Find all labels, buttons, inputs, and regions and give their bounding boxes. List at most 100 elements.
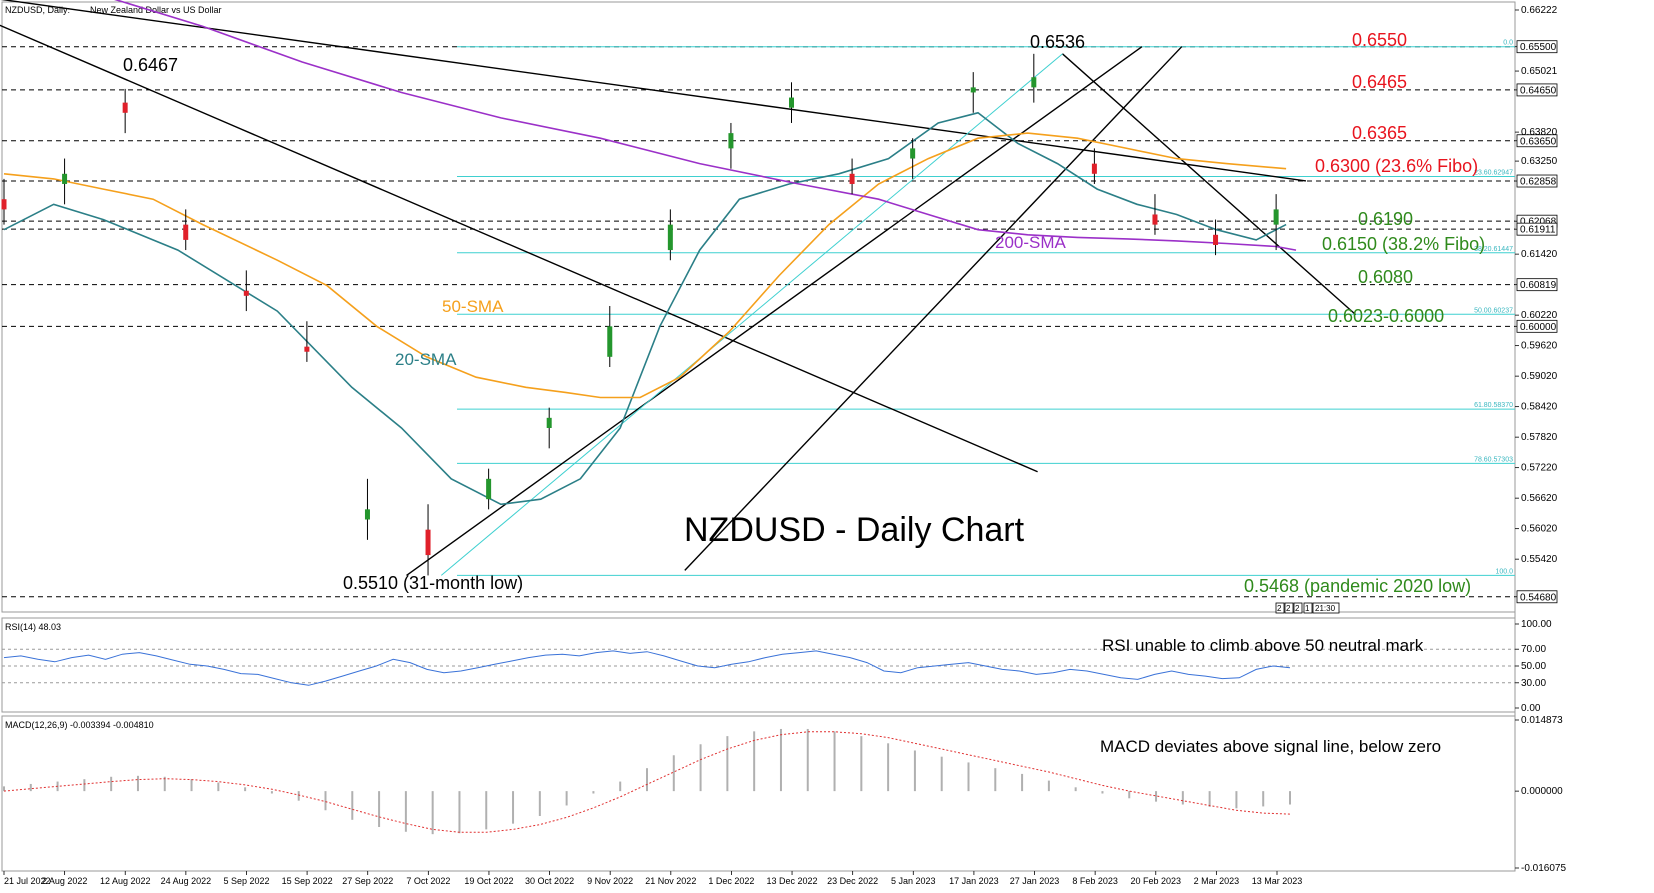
- 20-sma-line: [3, 111, 1287, 506]
- rsi-line: [3, 650, 1291, 686]
- price-tick-label: 0.57220: [1521, 463, 1558, 474]
- time-tick-label: 12 Aug 2022: [100, 876, 151, 886]
- trend-line: [684, 46, 1183, 571]
- trend-line: [0, 0, 1307, 182]
- moving-averages: [3, 0, 1297, 506]
- time-mark: 2: [1277, 604, 1282, 613]
- 50-sma-line: [3, 132, 1287, 399]
- trend-line: [1061, 53, 1357, 316]
- price-tag-box: [1516, 134, 1558, 148]
- candle-body: [1273, 209, 1279, 225]
- time-tick-label: 13 Dec 2022: [767, 876, 818, 886]
- candle-body: [728, 133, 734, 149]
- time-tick-label: 17 Jan 2023: [949, 876, 999, 886]
- price-tick-label: 0.66222: [1521, 5, 1558, 16]
- trend-line: [0, 24, 1038, 473]
- time-mark: 1: [1305, 604, 1310, 613]
- time-tick-label: 30 Oct 2022: [525, 876, 574, 886]
- candle-body: [1152, 214, 1158, 225]
- time-tick-label: 21 Jul 2022: [4, 876, 51, 886]
- label-res-0550: 0.6550: [1352, 30, 1407, 50]
- rsi-tick-label: 30.00: [1521, 678, 1546, 689]
- candle-body: [607, 326, 613, 357]
- candle-body: [970, 87, 976, 93]
- 200-sma-line: [114, 0, 1297, 251]
- candle-body: [425, 529, 431, 556]
- fibo-level-label: 50.00.60237: [1474, 307, 1513, 314]
- label-res-0300-fibo: 0.6300 (23.6% Fibo): [1315, 156, 1478, 176]
- fibo-level-label: 78.60.57303: [1474, 456, 1513, 463]
- chart-title: NZDUSD - Daily Chart: [684, 511, 1025, 549]
- price-tick-label: 0.56020: [1521, 524, 1558, 535]
- macd-note: MACD deviates above signal line, below z…: [1100, 737, 1441, 756]
- label-sup-0080: 0.6080: [1358, 267, 1413, 287]
- price-tag: 0.65500: [1520, 42, 1557, 53]
- price-tag-box: [1516, 174, 1558, 188]
- time-tick-label: 21 Nov 2022: [645, 876, 696, 886]
- time-tick-label: 9 Nov 2022: [587, 876, 633, 886]
- fibo-level-label: 38.20.61447: [1474, 246, 1513, 253]
- label-sup-0190: 0.6190: [1358, 209, 1413, 229]
- rsi-tick-label: 70.00: [1521, 644, 1546, 655]
- label-50-sma: 50-SMA: [442, 297, 504, 316]
- trend-line: [406, 46, 1143, 576]
- price-tag: 0.60819: [1520, 280, 1557, 291]
- price-tick-label: 0.55420: [1521, 554, 1558, 565]
- price-tag-box: [1516, 319, 1558, 333]
- label-sup-0023-0000: 0.6023-0.6000: [1328, 306, 1444, 326]
- price-tag-box: [1516, 590, 1558, 604]
- candle-body: [62, 173, 68, 184]
- time-mark: 21:30: [1315, 604, 1336, 613]
- time-tick-label: 23 Dec 2022: [827, 876, 878, 886]
- fibo-level-label: 61.80.58370: [1474, 402, 1513, 409]
- label-200-sma: 200-SMA: [995, 233, 1067, 252]
- candle-body: [486, 478, 492, 500]
- fibonacci-levels: 0.0 23.60.62947 38.20.61447 50.00.60237 61.8…: [457, 40, 1515, 576]
- candle-body: [304, 346, 310, 352]
- label-20-sma: 20-SMA: [395, 350, 457, 369]
- time-tick-label: 1 Dec 2022: [708, 876, 754, 886]
- time-tick-label: 2 Mar 2023: [1194, 876, 1240, 886]
- price-tick-label: 0.60220: [1521, 310, 1558, 321]
- candle-body: [1, 199, 7, 210]
- candle-body: [910, 148, 916, 159]
- price-tag-box: [1516, 278, 1558, 292]
- macd-tick-label: 0.000000: [1521, 786, 1563, 797]
- trendlines: [0, 0, 1357, 576]
- rsi-tick-label: 100.00: [1521, 619, 1552, 630]
- time-markers: 2 2 2 1 21:30: [1275, 602, 1340, 614]
- fibo-connector: [440, 53, 1063, 576]
- candle-body: [243, 290, 249, 296]
- label-res-0465: 0.6465: [1352, 72, 1407, 92]
- candle-body: [546, 417, 552, 428]
- time-tick-label: 7 Oct 2022: [406, 876, 450, 886]
- time-tick-label: 8 Feb 2023: [1072, 876, 1118, 886]
- label-low: 0.5510 (31-month low): [343, 573, 523, 593]
- candle-body: [1031, 77, 1037, 88]
- rsi-note: RSI unable to climb above 50 neutral mar…: [1102, 636, 1424, 655]
- time-tick-label: 19 Oct 2022: [464, 876, 513, 886]
- price-tag: 0.63650: [1520, 136, 1557, 147]
- label-pandemic-low: 0.5468 (pandemic 2020 low): [1244, 576, 1471, 596]
- price-tick-label: 0.57820: [1521, 432, 1558, 443]
- fibo-level-label: 0.0: [1503, 40, 1513, 47]
- price-tag: 0.61911: [1520, 225, 1556, 236]
- price-tag: 0.54680: [1520, 592, 1557, 603]
- time-tick-label: 5 Sep 2022: [223, 876, 269, 886]
- price-tick-label: 0.63820: [1521, 127, 1558, 138]
- price-tag: 0.62068: [1520, 217, 1557, 228]
- label-res-0365: 0.6365: [1352, 123, 1407, 143]
- label-sup-0150-fibo: 0.6150 (38.2% Fibo): [1322, 234, 1485, 254]
- candle-body: [789, 97, 795, 108]
- price-tick-label: 0.56620: [1521, 493, 1558, 504]
- rsi-plot: 100.00 70.00 50.00 30.00 0.00: [2, 619, 1552, 714]
- price-tag-box: [1516, 40, 1558, 54]
- macd-tick-label: -0.016075: [1521, 863, 1566, 874]
- time-tick-label: 27 Sep 2022: [342, 876, 393, 886]
- rsi-tick-label: 0.00: [1521, 703, 1541, 714]
- label-high-0536: 0.6536: [1030, 32, 1085, 52]
- fibo-level-label: 23.60.62947: [1474, 169, 1513, 176]
- time-tick-label: 24 Aug 2022: [161, 876, 212, 886]
